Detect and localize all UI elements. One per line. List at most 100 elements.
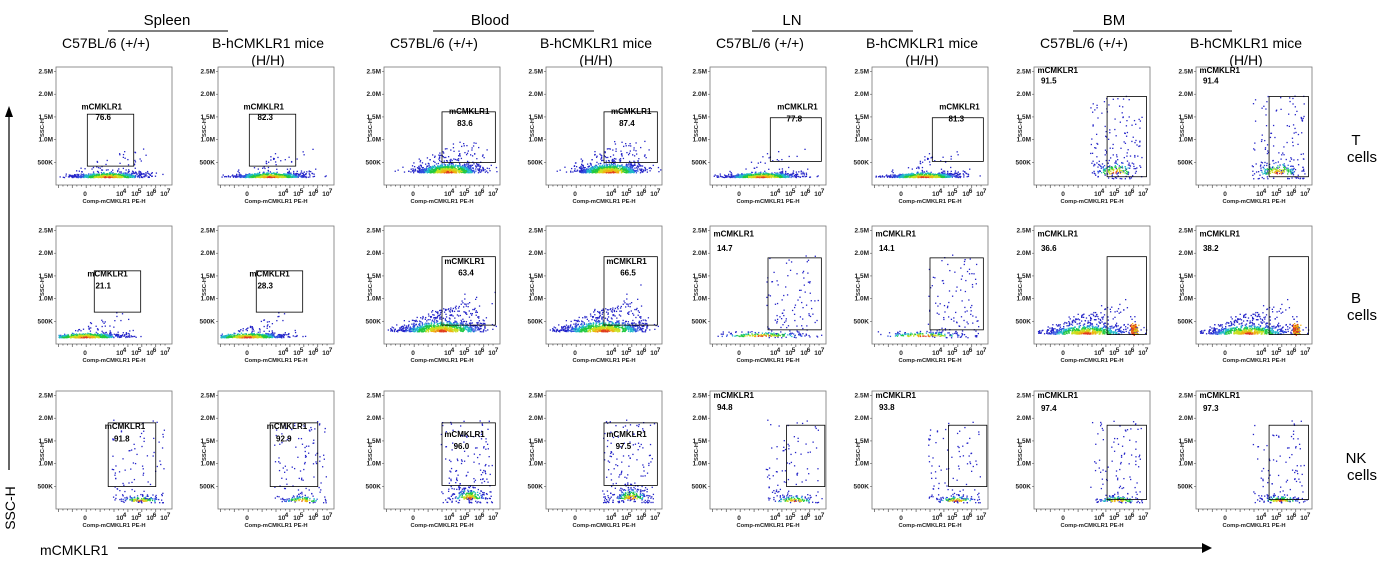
event-dot	[943, 174, 945, 176]
event-dot	[100, 171, 103, 174]
event-dot	[419, 171, 421, 174]
event-dot	[151, 172, 153, 174]
event-dot	[784, 174, 786, 176]
event-dot	[471, 164, 473, 166]
event-dot	[921, 161, 924, 163]
event-dot	[641, 171, 643, 173]
event-dot	[606, 168, 608, 170]
event-dot	[262, 167, 264, 169]
event-dot	[764, 170, 766, 172]
event-dot	[135, 172, 137, 174]
event-dot	[238, 176, 241, 178]
y-tick-label: 1.0M	[693, 137, 707, 144]
x-axis-label: Comp-mCMKLR1 PE-H	[410, 199, 473, 205]
event-dot	[461, 166, 464, 168]
event-dot	[472, 145, 475, 147]
event-dot	[950, 175, 952, 178]
x-tick-label: 0	[245, 191, 249, 198]
event-dot	[745, 168, 747, 170]
event-dot	[917, 166, 919, 168]
event-dot	[765, 172, 767, 174]
event-dot	[441, 168, 443, 170]
event-dot	[1127, 171, 1129, 173]
y-axis-label: SSC-H	[40, 119, 46, 137]
x-tick-label: 10	[116, 191, 124, 198]
event-dot	[265, 162, 267, 164]
event-dot	[303, 154, 305, 156]
event-dot	[264, 174, 267, 177]
event-dot	[437, 170, 439, 172]
event-dot	[118, 176, 121, 178]
event-dot	[802, 171, 804, 173]
event-dot	[599, 153, 601, 155]
event-dot	[446, 160, 449, 162]
x-tick-label: 4	[939, 188, 943, 195]
event-dot	[97, 173, 99, 176]
event-dot	[611, 167, 613, 169]
x-tick-label: 10	[459, 191, 467, 198]
event-dot	[429, 169, 431, 172]
event-dot	[418, 169, 420, 171]
event-dot	[747, 173, 749, 176]
event-dot	[611, 169, 613, 171]
event-dot	[313, 173, 315, 175]
event-dot	[290, 172, 292, 174]
event-dot	[442, 151, 444, 153]
event-dot	[119, 171, 121, 173]
event-dot	[428, 164, 430, 167]
event-dot	[916, 175, 919, 178]
event-dot	[621, 155, 623, 157]
event-dot	[263, 173, 265, 175]
event-dot	[133, 163, 136, 165]
event-dot	[593, 170, 596, 173]
event-dot	[114, 175, 116, 178]
event-dot	[293, 170, 295, 173]
event-dot	[466, 144, 468, 147]
event-dot	[105, 169, 108, 171]
event-dot	[600, 158, 602, 160]
event-dot	[743, 176, 746, 178]
event-dot	[96, 160, 98, 163]
event-dot	[936, 176, 938, 178]
event-dot	[307, 176, 309, 178]
event-dot	[122, 167, 125, 170]
event-dot	[601, 164, 604, 166]
event-dot	[946, 173, 948, 175]
event-dot	[880, 176, 882, 178]
event-dot	[609, 166, 611, 169]
event-dot	[770, 176, 773, 178]
event-dot	[614, 169, 617, 171]
event-dot	[611, 170, 613, 172]
event-dot	[929, 176, 931, 178]
event-dot	[618, 170, 620, 172]
event-dot	[72, 175, 74, 177]
event-dot	[132, 172, 134, 174]
event-dot	[762, 156, 764, 158]
event-dot	[80, 176, 82, 178]
event-dot	[138, 170, 140, 172]
event-dot	[249, 176, 251, 178]
event-dot	[628, 171, 630, 174]
event-dot	[602, 171, 604, 174]
event-dot	[106, 174, 108, 176]
event-dot	[758, 175, 760, 177]
event-dot	[430, 166, 432, 168]
event-dot	[795, 176, 798, 179]
event-dot	[742, 176, 745, 178]
event-dot	[596, 171, 599, 173]
event-dot	[570, 170, 572, 172]
event-dot	[620, 171, 623, 173]
x-tick-label: 10	[160, 191, 168, 198]
event-dot	[86, 176, 88, 178]
x-tick-label: 5	[1116, 188, 1120, 195]
event-dot	[953, 173, 956, 175]
event-dot	[281, 174, 283, 176]
event-dot	[938, 174, 940, 177]
event-dot	[1112, 178, 1115, 180]
event-dot	[247, 174, 249, 176]
event-dot	[610, 162, 613, 164]
event-dot	[635, 150, 637, 152]
event-dot	[618, 159, 621, 161]
x-tick-label: 10	[976, 191, 984, 198]
event-dot	[162, 173, 164, 176]
